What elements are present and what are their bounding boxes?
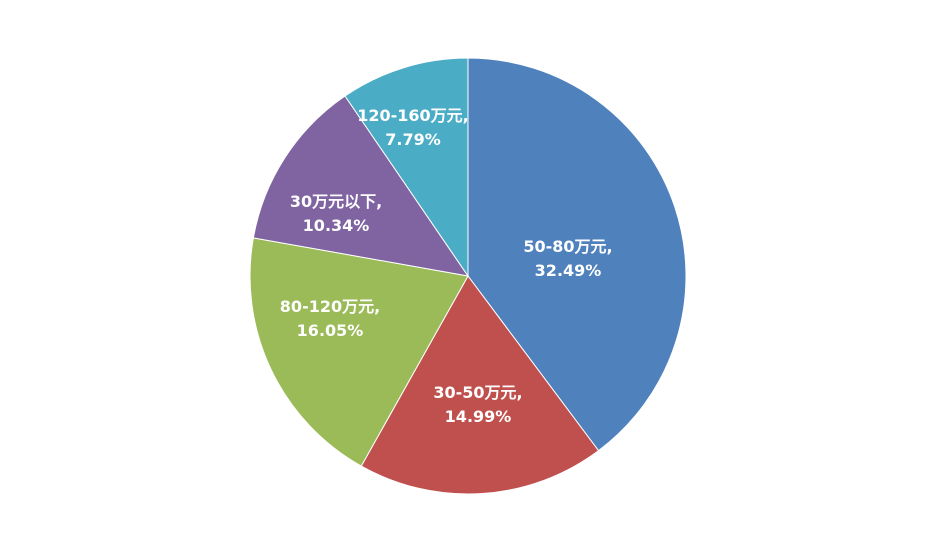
slice-category-label: 30-50万元, xyxy=(433,383,522,402)
pie-data-labels: 50-80万元, 32.49% 30-50万元, 14.99% 80-120万元, 16.… xyxy=(280,106,613,426)
pie-slice-4 xyxy=(252,95,470,277)
slice-percent-label: 7.79% xyxy=(385,130,441,149)
pie-slice-5 xyxy=(344,57,469,278)
slice-data-label: 30-50万元, 14.99% xyxy=(433,383,522,426)
slice-category-label: 120-160万元, xyxy=(357,106,469,125)
pie-slice-3 xyxy=(249,237,469,467)
pie-slice-1 xyxy=(467,57,687,452)
slice-percent-label: 32.49% xyxy=(535,261,602,280)
slice-data-label: 120-160万元, 7.79% xyxy=(357,106,469,149)
slice-data-label: 50-80万元, 32.49% xyxy=(523,237,612,280)
slice-data-label: 30万元以下, 10.34% xyxy=(290,192,382,235)
slice-category-label: 80-120万元, xyxy=(280,297,380,316)
slice-category-label: 30万元以下, xyxy=(290,192,382,211)
slice-data-label: 80-120万元, 16.05% xyxy=(280,297,380,340)
slice-percent-label: 10.34% xyxy=(303,216,370,235)
slice-percent-label: 16.05% xyxy=(297,321,364,340)
pie-slices xyxy=(249,57,687,495)
slice-category-label: 50-80万元, xyxy=(523,237,612,256)
slice-percent-label: 14.99% xyxy=(445,407,512,426)
pie-slice-2 xyxy=(360,275,600,495)
